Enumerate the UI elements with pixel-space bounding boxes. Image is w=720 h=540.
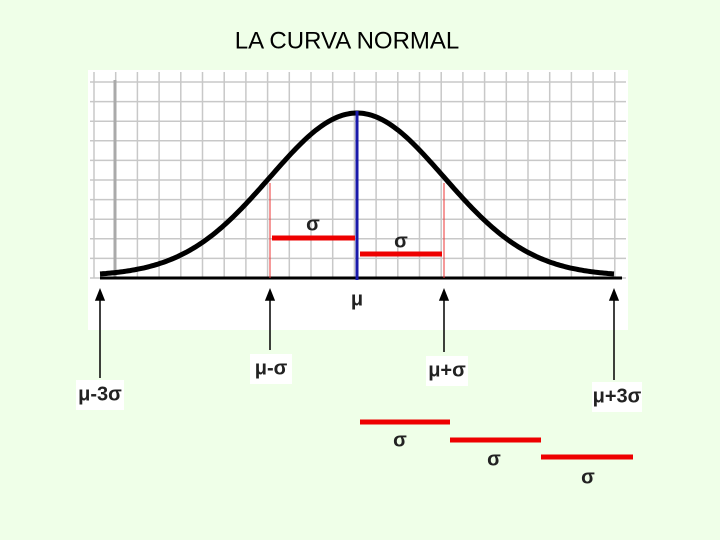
sigma-label: σ [581,466,595,488]
sigma-label: σ [306,213,320,235]
sigma-label: σ [487,448,501,470]
label-box [426,356,468,386]
sigma-label: σ [393,429,407,451]
label-box [592,382,642,412]
arrow-head [438,287,450,301]
arrow-head [94,287,106,301]
label-box [76,380,124,410]
label-box [250,354,292,384]
mu-label: μ [351,288,363,310]
title: LA CURVA NORMAL [235,27,460,54]
sigma-label: σ [394,230,408,252]
arrow-label: μ+σ [428,359,466,381]
arrow-label: μ+3σ [593,385,642,407]
arrow-label: μ-3σ [78,383,122,405]
arrow-label: μ-σ [255,357,288,379]
arrow-head [608,287,620,301]
arrows [94,287,620,380]
arrow-head [264,287,276,301]
